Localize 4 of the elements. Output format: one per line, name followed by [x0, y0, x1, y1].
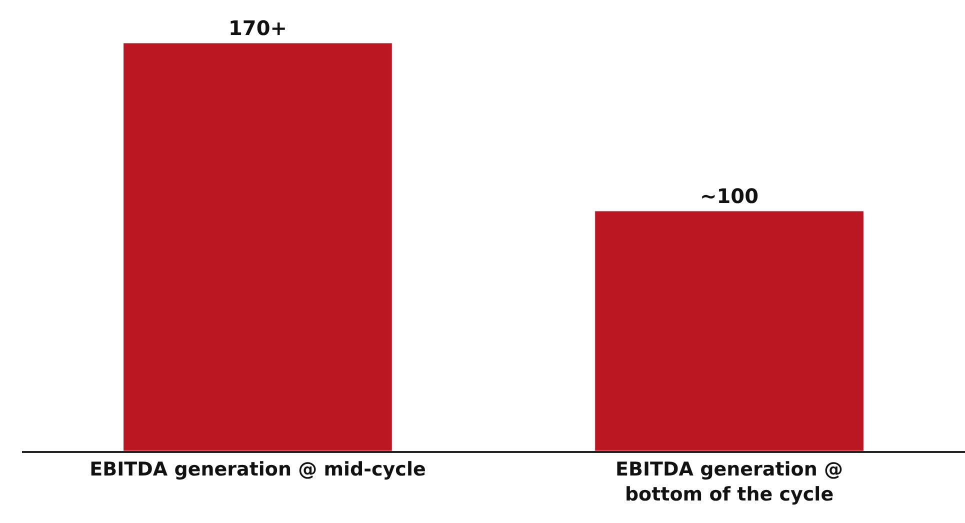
- x-tick-label: EBITDA generation @ mid-cycle: [90, 458, 426, 481]
- data-label: 170+: [228, 16, 288, 40]
- x-tick-label: EBITDA generation @ bottom of the cycle: [616, 458, 843, 506]
- data-label: ~100: [700, 184, 759, 208]
